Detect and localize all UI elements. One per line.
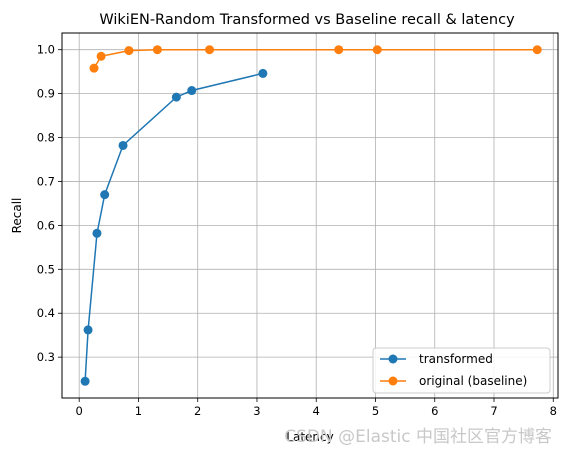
x-tick-label: 7: [490, 404, 497, 418]
y-tick-label: 1.0: [37, 43, 55, 57]
data-point-transformed: [171, 92, 181, 102]
chart-title: WikiEN-Random Transformed vs Baseline re…: [99, 12, 515, 28]
y-axis-ticks: 0.3 0.4 0.5 0.6 0.7 0.8 0.9 1.0: [37, 43, 62, 364]
series-line-transformed: [84, 72, 264, 382]
plot-area-frame: [61, 32, 559, 399]
x-tick-label: 4: [313, 404, 320, 418]
data-point-baseline: [89, 63, 99, 73]
data-point-transformed: [118, 140, 128, 150]
y-axis-label: Recall: [10, 198, 24, 234]
data-point-transformed: [83, 325, 93, 335]
y-tick-label: 0.5: [37, 262, 55, 276]
data-point-baseline: [124, 46, 134, 56]
data-point-transformed: [92, 228, 102, 238]
legend-marker-baseline: [388, 376, 398, 386]
y-tick-label: 0.6: [37, 218, 55, 232]
y-tick-label: 0.9: [37, 87, 55, 101]
watermark-text: CSDN @Elastic 中国社区官方博客: [284, 427, 552, 447]
data-point-baseline: [152, 45, 162, 55]
data-point-baseline: [334, 45, 344, 55]
y-tick-label: 0.3: [37, 350, 55, 364]
y-tick-label: 0.4: [37, 306, 55, 320]
legend-label-transformed: transformed: [419, 352, 493, 366]
data-point-transformed: [80, 376, 90, 386]
series-line-baseline: [93, 48, 538, 69]
x-tick-label: 1: [135, 404, 142, 418]
x-axis-ticks: 0 1 2 3 4 5 6 7 8: [76, 398, 557, 418]
x-tick-label: 5: [372, 404, 379, 418]
x-tick-label: 8: [550, 404, 557, 418]
legend-box: [372, 347, 551, 394]
x-axis-label: Latency: [286, 430, 333, 444]
y-tick-label: 0.8: [37, 131, 55, 145]
x-tick-label: 3: [253, 404, 260, 418]
y-tick-label: 0.7: [37, 174, 55, 188]
data-point-baseline: [96, 51, 106, 61]
data-point-transformed: [187, 86, 197, 96]
grid-lines: [62, 33, 558, 398]
data-point-baseline: [372, 45, 382, 55]
data-point-baseline: [532, 45, 542, 55]
series-group: [80, 45, 542, 386]
data-point-transformed: [100, 190, 110, 200]
data-point-baseline: [205, 45, 215, 55]
x-tick-label: 2: [194, 404, 201, 418]
x-tick-label: 6: [431, 404, 438, 418]
legend-label-baseline: original (baseline): [419, 374, 527, 388]
legend-marker-transformed: [388, 354, 398, 364]
x-tick-label: 0: [76, 404, 83, 418]
data-point-transformed: [258, 68, 268, 78]
legend: transformed original (baseline): [372, 347, 551, 394]
